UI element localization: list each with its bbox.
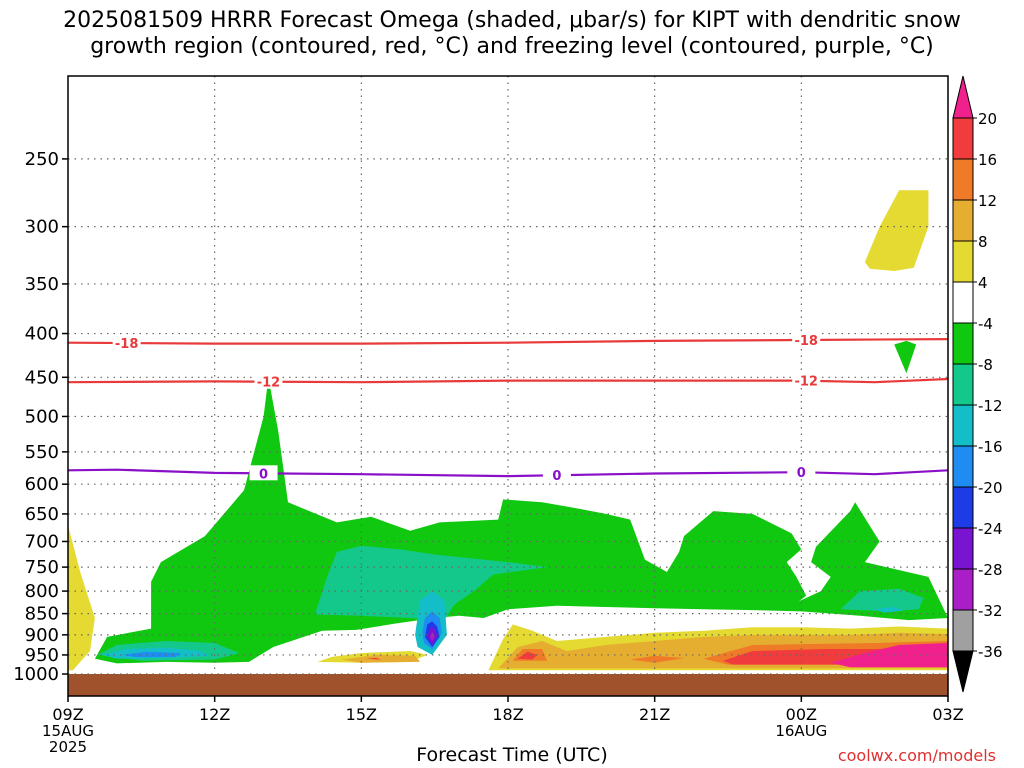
shaded-regions xyxy=(68,190,948,671)
x-tick-label-00Z: 00Z xyxy=(786,705,817,724)
y-tick-label-600: 600 xyxy=(25,474,59,495)
colorbar-label-6: -8 xyxy=(978,356,993,374)
colorbar-box-2 xyxy=(952,199,974,242)
colorbar-box-10 xyxy=(952,527,974,570)
contour-label--18: -18 xyxy=(794,334,818,349)
y-tick-label-550: 550 xyxy=(25,442,59,463)
x-tick-label-21Z: 21Z xyxy=(639,705,670,724)
chart-title-line2: growth region (contoured, red, °C) and f… xyxy=(90,34,934,59)
omega-region-0 xyxy=(68,525,95,671)
x-tick-date-09Z: 15AUG xyxy=(42,722,94,740)
colorbar-label-9: -20 xyxy=(978,479,1003,497)
contour-label-bg xyxy=(792,331,821,347)
y-tick-label-800: 800 xyxy=(25,581,59,602)
y-tick-label-700: 700 xyxy=(25,531,59,552)
colorbar-label-5: -4 xyxy=(978,315,993,333)
x-tick-year-09Z: 2025 xyxy=(49,738,87,756)
colorbar-box-4 xyxy=(952,281,974,324)
colorbar-box-0 xyxy=(952,117,974,160)
omega-region-25 xyxy=(429,631,435,641)
contour-label-bg xyxy=(787,464,816,480)
x-tick-label-15Z: 15Z xyxy=(346,705,377,724)
omega-region-13 xyxy=(94,377,948,664)
x-tick-label-03Z: 03Z xyxy=(932,705,963,724)
ground-bar xyxy=(68,674,948,696)
contour-label-0: 0 xyxy=(797,466,806,481)
colorbar-box-12 xyxy=(952,609,974,652)
contour-line-0 xyxy=(67,468,949,478)
y-tick-label-900: 900 xyxy=(25,625,59,646)
y-tick-label-850: 850 xyxy=(25,604,59,625)
colorbar-label-1: 16 xyxy=(978,151,997,169)
colorbar-box-6 xyxy=(952,363,974,406)
omega-region-4 xyxy=(341,654,420,663)
x-tick-label-12Z: 12Z xyxy=(199,705,230,724)
contour-label-bg xyxy=(542,467,571,483)
ground-layer xyxy=(68,674,948,696)
x-tick-date-00Z: 16AUG xyxy=(775,722,827,740)
y-tick-label-500: 500 xyxy=(25,406,59,427)
omega-region-1 xyxy=(864,190,929,271)
omega-region-20 xyxy=(874,607,904,613)
colorbar-label-10: -24 xyxy=(978,520,1003,538)
colorbar-label-11: -28 xyxy=(978,561,1003,579)
colorbar-label-3: 8 xyxy=(978,233,988,251)
y-tick-label-750: 750 xyxy=(25,557,59,578)
colorbar-arrow-bottom xyxy=(952,650,974,693)
colorbar-box-9 xyxy=(952,486,974,529)
contour-lines: -18 -18 -12 -12 0 0 0 xyxy=(67,331,949,484)
y-tick-label-650: 650 xyxy=(25,504,59,525)
colorbar-label-7: -12 xyxy=(978,397,1003,415)
y-tick-label-950: 950 xyxy=(25,645,59,666)
colorbar-box-3 xyxy=(952,240,974,283)
y-axis: 2503003504004505005506006507007508008509… xyxy=(13,149,68,685)
contour-label--12: -12 xyxy=(794,375,818,390)
omega-region-7 xyxy=(630,655,684,663)
contour-label-0: 0 xyxy=(259,467,268,482)
colorbar-label-8: -16 xyxy=(978,438,1003,456)
colorbar-label-2: 12 xyxy=(978,192,997,210)
colorbar-box-5 xyxy=(952,322,974,365)
credit-text: coolwx.com/models xyxy=(837,746,996,765)
contour-label-bg xyxy=(112,335,141,351)
contour-label--18: -18 xyxy=(115,337,139,352)
y-tick-label-400: 400 xyxy=(25,324,59,345)
contour-label-0: 0 xyxy=(552,469,561,484)
chart-title-line1: 2025081509 HRRR Forecast Omega (shaded, … xyxy=(63,8,961,33)
omega-region-9 xyxy=(517,651,538,660)
contour-label-bg xyxy=(792,372,821,388)
omega-region-15 xyxy=(314,545,548,621)
colorbar: 20 16 12 8 4 -4 -8 -12 -16 -20 -24 -28 -32 -36 xyxy=(952,75,1003,693)
colorbar-box-7 xyxy=(952,404,974,447)
colorbar-label-12: -32 xyxy=(978,602,1003,620)
colorbar-label-4: 4 xyxy=(978,274,988,292)
contour-label-bg xyxy=(254,373,283,389)
x-axis-label: Forecast Time (UTC) xyxy=(416,744,608,766)
y-tick-label-250: 250 xyxy=(25,149,59,170)
colorbar-label-13: -36 xyxy=(978,643,1003,661)
omega-region-11 xyxy=(366,657,381,660)
x-tick-label-18Z: 18Z xyxy=(492,705,523,724)
colorbar-box-8 xyxy=(952,445,974,488)
colorbar-arrow-top xyxy=(952,75,974,119)
x-tick-label-09Z: 09Z xyxy=(52,705,83,724)
y-tick-label-350: 350 xyxy=(25,274,59,295)
y-tick-label-450: 450 xyxy=(25,367,59,388)
colorbar-label-0: 20 xyxy=(978,110,997,128)
y-tick-label-1000: 1000 xyxy=(13,664,59,685)
omega-region-21 xyxy=(121,651,181,658)
colorbar-box-1 xyxy=(952,158,974,201)
colorbar-box-11 xyxy=(952,568,974,611)
omega-region-17 xyxy=(840,588,924,612)
contour-label--12: -12 xyxy=(257,376,281,391)
y-tick-label-300: 300 xyxy=(25,217,59,238)
omega-region-12 xyxy=(830,643,948,668)
contour-line--12 xyxy=(67,377,949,384)
contour-label-bg xyxy=(249,465,278,481)
omega-region-14 xyxy=(894,340,917,374)
